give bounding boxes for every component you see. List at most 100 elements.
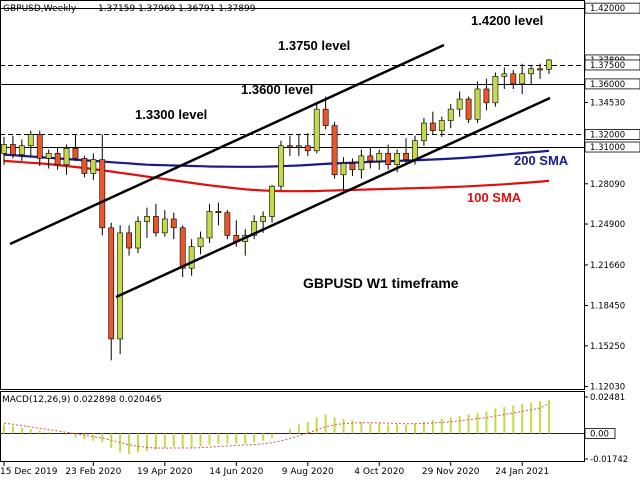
candle bbox=[206, 203, 213, 243]
candle-body bbox=[501, 73, 508, 77]
candle-body bbox=[394, 153, 401, 166]
candle-body bbox=[510, 73, 517, 85]
candle bbox=[447, 104, 454, 129]
candle-body bbox=[438, 120, 445, 131]
price-tick-label: 1.42000 bbox=[590, 4, 625, 14]
candle-body bbox=[63, 147, 70, 166]
price-tick-label: 1.37500 bbox=[590, 61, 625, 71]
candle bbox=[474, 81, 481, 124]
candle-body bbox=[295, 145, 302, 148]
candle bbox=[179, 225, 186, 278]
time-tick-label: 23 Feb 2020 bbox=[65, 467, 121, 477]
candle bbox=[188, 239, 195, 276]
candle-body bbox=[528, 68, 535, 75]
channel-upper-line bbox=[9, 43, 445, 246]
candle bbox=[429, 111, 436, 135]
candle bbox=[528, 66, 535, 84]
candle bbox=[152, 203, 159, 237]
candle-body bbox=[179, 227, 186, 269]
candle bbox=[367, 147, 374, 169]
candle bbox=[385, 144, 392, 170]
candle-body bbox=[117, 232, 124, 340]
candle-body bbox=[304, 145, 311, 152]
candle-body bbox=[135, 221, 141, 249]
label-sma100: 100 SMA bbox=[467, 190, 522, 205]
candle bbox=[126, 225, 132, 256]
candle-body bbox=[412, 140, 418, 160]
candle bbox=[519, 63, 526, 95]
candle bbox=[349, 158, 356, 177]
price-tick-label: 1.32000 bbox=[590, 130, 625, 140]
candle-body bbox=[224, 212, 231, 236]
candle bbox=[376, 149, 383, 170]
candle-body bbox=[215, 211, 222, 213]
candle-body bbox=[456, 98, 463, 110]
candle-body bbox=[358, 155, 365, 171]
candle bbox=[18, 139, 25, 161]
label-level-1330: 1.3300 level bbox=[135, 107, 207, 122]
candle-body bbox=[331, 125, 338, 176]
label-level-1420: 1.4200 level bbox=[471, 13, 543, 28]
candle bbox=[36, 130, 43, 166]
candle-body bbox=[90, 159, 97, 174]
candle-body bbox=[152, 216, 159, 234]
candle-body bbox=[447, 108, 454, 121]
candle bbox=[510, 70, 517, 89]
candle bbox=[251, 215, 258, 240]
candle bbox=[501, 67, 508, 89]
time-tick-label: 4 Oct 2020 bbox=[354, 467, 404, 477]
price-tick-label: 1.36000 bbox=[590, 80, 625, 90]
candle bbox=[456, 91, 463, 117]
price-tick-label: 1.31000 bbox=[590, 143, 625, 153]
channel-lower-line bbox=[115, 96, 551, 299]
candle-body bbox=[81, 158, 88, 174]
candle-body bbox=[188, 246, 195, 269]
candle bbox=[492, 72, 499, 107]
candle bbox=[161, 210, 168, 237]
candle-body bbox=[465, 98, 472, 120]
price-tick-label: 1.21660 bbox=[590, 261, 625, 271]
price-tick-label: 1.15250 bbox=[590, 342, 625, 352]
candle-body bbox=[376, 153, 383, 162]
candle bbox=[90, 153, 97, 180]
candle bbox=[135, 216, 141, 254]
time-tick-label: 24 Jan 2021 bbox=[495, 467, 549, 477]
candle bbox=[27, 130, 34, 156]
macd-tick-label: 0.00 bbox=[590, 429, 609, 439]
candle bbox=[10, 135, 16, 159]
candle bbox=[322, 96, 329, 130]
price-tag-box bbox=[584, 141, 640, 153]
candle-body bbox=[537, 68, 543, 71]
candle bbox=[215, 202, 222, 226]
candle-body bbox=[349, 163, 356, 171]
time-tick-label: 19 Apr 2020 bbox=[137, 467, 193, 477]
candle bbox=[117, 225, 124, 355]
candle bbox=[45, 149, 52, 169]
candle-body bbox=[10, 144, 16, 155]
candle-body bbox=[99, 159, 106, 229]
time-tick-label: 9 Aug 2020 bbox=[282, 467, 334, 477]
candle-body bbox=[340, 163, 347, 176]
candle-body bbox=[322, 108, 329, 126]
candle bbox=[144, 207, 150, 238]
candle bbox=[340, 157, 347, 190]
price-tick-label: 1.12030 bbox=[590, 383, 625, 393]
candle-body bbox=[287, 145, 293, 148]
candle-body bbox=[72, 147, 79, 159]
candle bbox=[197, 231, 204, 255]
candle-body bbox=[367, 155, 374, 162]
candle bbox=[537, 63, 543, 79]
price-tick-label: 1.24900 bbox=[590, 220, 625, 230]
candle bbox=[287, 135, 293, 156]
macd-axis: 0.02481 0.00 -0.01742 bbox=[584, 393, 628, 465]
candle-body bbox=[429, 122, 436, 131]
candle bbox=[313, 102, 320, 154]
candle bbox=[295, 134, 302, 156]
macd-tick-label: -0.01742 bbox=[590, 455, 628, 465]
candle bbox=[54, 147, 61, 170]
price-tag-box bbox=[584, 2, 640, 14]
candle-body bbox=[45, 153, 52, 159]
price-axis: 1.420001.378991.375001.360001.345301.320… bbox=[584, 2, 640, 393]
candle bbox=[81, 155, 88, 178]
